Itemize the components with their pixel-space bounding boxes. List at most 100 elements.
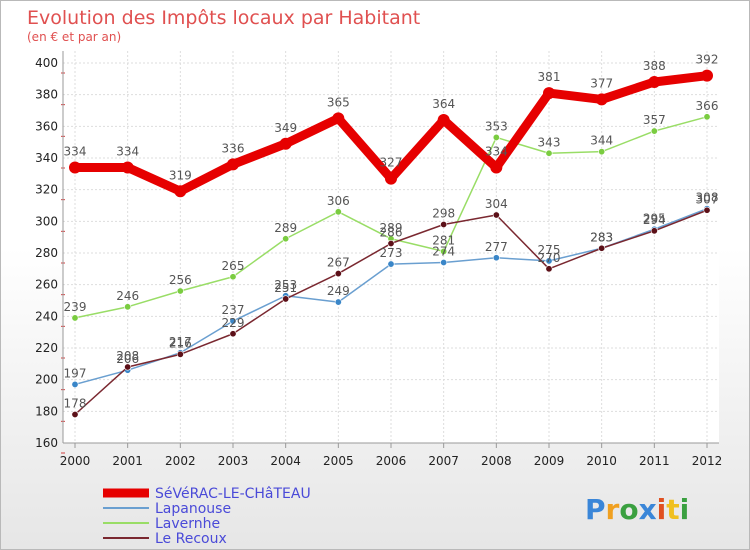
y-tick-label: 320 xyxy=(35,183,58,197)
y-tick-label: 260 xyxy=(35,278,58,292)
data-label: 286 xyxy=(380,226,403,240)
chart-subtitle: (en € et par an) xyxy=(27,30,121,44)
data-label: 304 xyxy=(485,197,508,211)
data-point xyxy=(332,112,345,125)
data-point xyxy=(703,206,711,214)
x-tick-label: 2006 xyxy=(376,454,407,468)
logo-letter: x xyxy=(639,493,657,526)
data-point xyxy=(176,350,184,358)
data-label: 289 xyxy=(274,221,297,235)
data-label: 334 xyxy=(64,145,87,159)
data-point xyxy=(650,227,658,235)
data-point xyxy=(703,113,711,121)
x-tick-label: 2001 xyxy=(112,454,143,468)
x-tick-label: 2009 xyxy=(534,454,565,468)
y-tick-label: 340 xyxy=(35,151,58,165)
data-point xyxy=(69,161,81,174)
logo-letter: i xyxy=(680,493,690,526)
data-point xyxy=(227,158,239,171)
data-label: 277 xyxy=(485,240,508,254)
data-point xyxy=(440,258,448,266)
data-point xyxy=(598,244,606,252)
y-tick-label: 300 xyxy=(35,214,58,228)
data-label: 381 xyxy=(538,70,561,84)
data-label: 298 xyxy=(432,207,455,221)
logo-letter: r xyxy=(606,493,620,526)
logo-letter: t xyxy=(666,493,679,526)
data-point xyxy=(71,314,79,322)
data-point xyxy=(282,295,290,303)
data-label: 216 xyxy=(169,336,192,350)
y-tick-label: 280 xyxy=(35,246,58,260)
data-label: 344 xyxy=(590,134,613,148)
data-label: 365 xyxy=(327,95,350,109)
x-tick-label: 2005 xyxy=(323,454,354,468)
data-label: 253 xyxy=(274,278,297,292)
data-label: 334 xyxy=(116,145,139,159)
data-point xyxy=(492,133,500,141)
data-point xyxy=(387,260,395,268)
logo-letter: P xyxy=(585,493,606,526)
grid-lines xyxy=(63,51,719,444)
data-point xyxy=(595,93,608,106)
data-point xyxy=(387,240,395,248)
data-label: 237 xyxy=(222,303,245,317)
data-point xyxy=(121,161,134,174)
x-tick-label: 2010 xyxy=(586,454,617,468)
data-point xyxy=(279,137,292,150)
data-point xyxy=(490,161,503,174)
y-tick-label: 180 xyxy=(35,404,58,418)
x-tick-label: 2000 xyxy=(60,454,91,468)
data-point xyxy=(229,330,237,338)
data-label: 283 xyxy=(590,230,613,244)
x-tick-label: 2007 xyxy=(428,454,459,468)
data-label: 377 xyxy=(590,76,613,90)
y-tick-label: 220 xyxy=(35,341,58,355)
data-point xyxy=(648,76,661,88)
data-point xyxy=(71,410,79,418)
data-point xyxy=(176,287,184,295)
x-tick-label: 2002 xyxy=(165,454,196,468)
x-tick-label: 2008 xyxy=(481,454,512,468)
data-label: 267 xyxy=(327,256,350,270)
data-label: 289 xyxy=(380,221,403,235)
data-label: 366 xyxy=(696,99,719,113)
data-label: 334 xyxy=(485,145,508,159)
data-label: 281 xyxy=(432,233,455,247)
logo-letter: o xyxy=(619,493,638,526)
data-point xyxy=(492,211,500,219)
data-label: 249 xyxy=(327,284,350,298)
x-tick-label: 2012 xyxy=(692,454,723,468)
data-label: 208 xyxy=(116,349,139,363)
data-label: 353 xyxy=(485,119,508,133)
data-label: 327 xyxy=(380,156,403,170)
data-label: 319 xyxy=(169,168,192,182)
data-label: 251 xyxy=(274,281,297,295)
data-label: 217 xyxy=(169,335,192,349)
data-label: 357 xyxy=(643,113,666,127)
y-tick-label: 400 xyxy=(35,56,58,70)
data-point xyxy=(334,270,342,278)
y-tick-label: 240 xyxy=(35,309,58,323)
data-label: 307 xyxy=(696,192,719,206)
proxiti-wordmark: Proxiti xyxy=(585,493,689,526)
data-label: 197 xyxy=(64,366,87,380)
data-label: 364 xyxy=(432,97,455,111)
data-label: 388 xyxy=(643,59,666,73)
data-label: 239 xyxy=(64,300,87,314)
data-point xyxy=(334,208,342,216)
x-tick-label: 2004 xyxy=(270,454,301,468)
data-label: 336 xyxy=(222,141,245,155)
data-point xyxy=(282,235,290,243)
x-tick-label: 2003 xyxy=(218,454,249,468)
data-point xyxy=(385,172,397,185)
data-point xyxy=(545,265,553,273)
data-point xyxy=(598,148,606,156)
data-label: 283 xyxy=(590,230,613,244)
data-point xyxy=(229,273,237,281)
data-point xyxy=(334,298,342,306)
legend-label: Lavernhe xyxy=(155,516,220,532)
data-label: 206 xyxy=(116,352,139,366)
